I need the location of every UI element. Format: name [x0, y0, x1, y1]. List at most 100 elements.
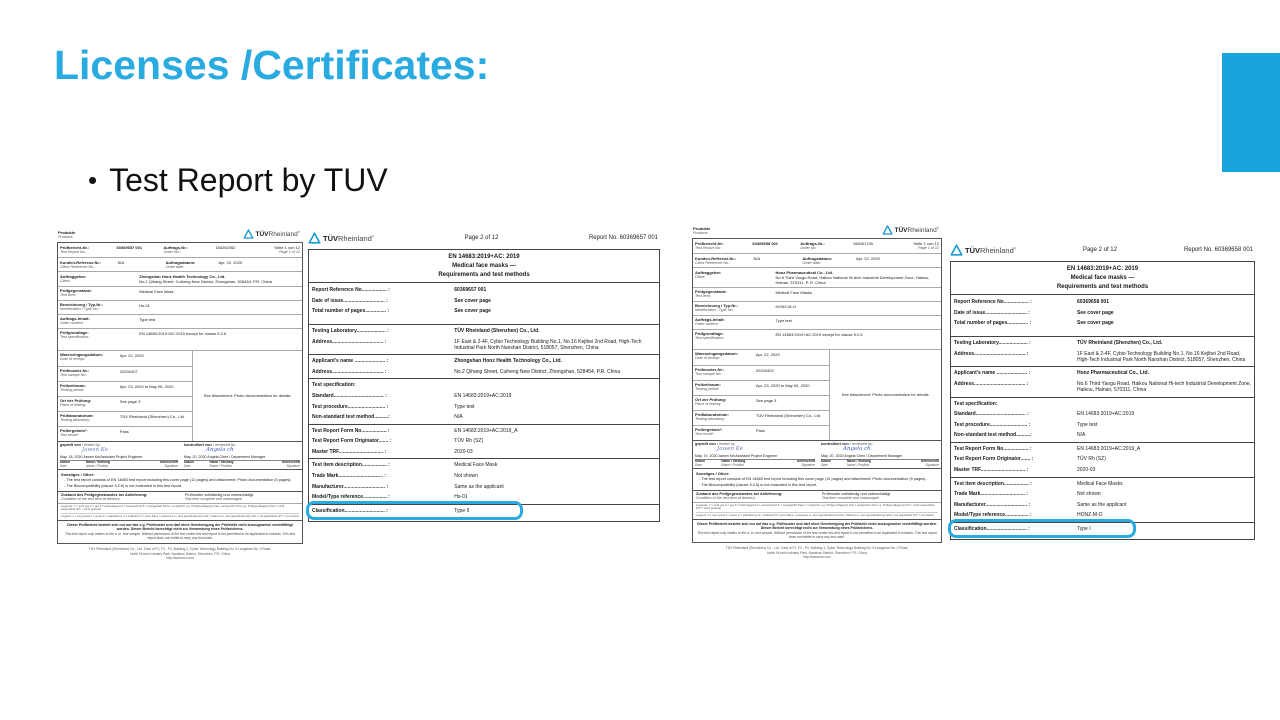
row-form-originator: Test Report Form Originator....... : TÜV …: [954, 456, 1106, 463]
order-content-value: Type test: [775, 317, 792, 323]
order-no-value: 168262052: [215, 244, 236, 250]
page-title: Licenses /Certificates:: [54, 42, 490, 88]
row-order-content: Auftrags-Inhalt: Order content: Type test: [693, 314, 941, 329]
client-value: Zhongshan Honz Health Technology Co., Lt…: [139, 274, 272, 284]
lab-value: TÜV Rheinland (Shenzhen) Co., Ltd.: [755, 412, 822, 418]
row-classification: Classification..........................…: [306, 500, 659, 520]
cover-header: Produkte Products TÜVRheinland®: [57, 228, 303, 242]
row-applicant-address: Address.................................…: [312, 368, 621, 375]
row-master-trf: Master TRF..............................…: [954, 467, 1096, 474]
row-report-order: Prüfbericht-Nr.: Test Report No.: 6036965…: [693, 239, 941, 253]
row-form-no: Test Report Form No.................. :E…: [951, 441, 1254, 454]
other-section: Sonstiges / Other: - The test report con…: [693, 468, 941, 489]
condition-value: Prüfmuster vollständig und unbeschädigt T…: [821, 492, 891, 501]
test-spec-value: EN 14683:2019+AC:2019 except for clause …: [775, 331, 863, 337]
footer-line-2: North Hi-tech Industry Park, Nanshan Dis…: [130, 551, 230, 556]
footer-line-2: North Hi-tech Industry Park, Nanshan Dis…: [767, 550, 867, 555]
tested-by-caption: geprüft von / tested by:: [695, 441, 736, 446]
row-form-no: Test Report Form No.................. :E…: [309, 423, 659, 436]
legend-section: Legende: 1 = sehr gut 2 = gut 3 = befrie…: [693, 501, 941, 519]
order-content-label: Auftrags-Inhalt: Order content:: [695, 317, 725, 326]
reviewed-by-signature: Angela ch: [206, 446, 234, 453]
tuv-triangle-icon: [308, 232, 321, 244]
row-date-of-issue: Date of issue...........................…: [954, 309, 1114, 316]
result-value: Pass: [755, 427, 765, 433]
bullet-item: • Test Report by TUV: [88, 162, 388, 199]
row-classification: Classification..........................…: [948, 518, 1254, 538]
order-content-label: Auftrags-Inhalt: Order content:: [60, 316, 90, 325]
row-report-reference: Report Reference No.................. :6…: [312, 287, 487, 294]
row-clientref-date: Kunden-Referenz-Nr.: Client Reference No.…: [693, 253, 941, 267]
test-spec-label: Prüfgrundlage: Test specification:: [695, 331, 725, 340]
row-receipt: Wareneingangsdatum: Date of receipt: Apr.…: [693, 350, 829, 365]
reviewed-by-caption: kontrolliert von / reviewed by:: [184, 442, 237, 447]
condition-section: Zustand des Prüfgegenstandes bei Anliefe…: [693, 489, 941, 502]
tuv-cover-report-2: Produkte Products TÜVRheinland® Prüfberi…: [692, 224, 942, 560]
row-master-trf: Master TRF..............................…: [312, 448, 473, 455]
reviewed-by-caption: kontrolliert von / reviewed by:: [821, 441, 874, 446]
footer-line-3: http://www.tuv.com: [803, 555, 831, 560]
result-label: Prüfergebnis*: Test result*:: [60, 428, 88, 437]
row-place: Ort der Prüfung: Place of testing: See pa…: [693, 394, 830, 410]
condition-section: Zustand des Prüfgegenstandes bei Anliefe…: [58, 490, 302, 503]
test-item-label: Prüfgegenstand: Test item:: [695, 289, 727, 298]
reviewed-by-line: May. 20, 2020 Angela Chen / Department M…: [821, 454, 939, 460]
spacer: [309, 317, 659, 323]
standard-title: EN 14683:2019+AC: 2019 Medical face mask…: [309, 250, 659, 283]
row-testing-laboratory: Testing Laboratory..................... …: [951, 335, 1254, 348]
tuv-triangle-icon: [882, 225, 892, 235]
tested-by-block: geprüft von / tested by: Jawen Ke May. 1…: [693, 441, 817, 469]
tested-by-columns: Datum Date Name / Stellung Name / Position…: [695, 459, 815, 467]
disclaimer-de: Dieser Prüfbericht bezieht sich nur auf …: [67, 522, 293, 532]
report-number: Report No. 60369658 001: [1183, 247, 1253, 253]
client-ref-label: Kunden-Referenz-Nr.: Client Reference No.…: [60, 259, 102, 269]
row-model-type: Model/Type reference................. :H…: [954, 512, 1103, 519]
row-client: Auftraggeber: Client: Honz Pharmaceutical…: [693, 267, 941, 287]
tested-by-line: May. 18, 2020 Jawen Ke/Assistant Project…: [60, 455, 178, 461]
row-receipt: Wareneingangsdatum: Date of receipt: Apr.…: [58, 351, 192, 366]
order-date-label: Auftragsdatum: Order date:: [165, 259, 196, 269]
lab-value: TÜV Rheinland (Shenzhen) Co., Ltd.: [119, 413, 186, 419]
cover-header: Produkte Products TÜVRheinland®: [692, 224, 942, 238]
row-trade-mark: Trade Mark..............................…: [312, 472, 478, 479]
tested-by-columns: Datum Date Name / Stellung Name / Position…: [60, 460, 178, 468]
row-report-order: Prüfbericht-Nr.: Test Report No.: 6036965…: [58, 243, 302, 257]
title-line-2: Medical face masks —: [452, 263, 516, 269]
client-ref-value: N/A: [117, 259, 125, 265]
tested-by-caption: geprüft von / tested by:: [60, 442, 101, 447]
sample-label: Prüfmuster-Nr.: Test sample No.:: [60, 368, 90, 377]
row-lab-address: Address.................................…: [312, 338, 642, 351]
tuv-rheinland-logo: TÜVRheinland®: [243, 229, 300, 239]
order-date-label: Auftragsdatum: Order date:: [802, 255, 833, 265]
page2-table: EN 14683:2019+AC: 2019 Medical face mask…: [948, 261, 1255, 541]
spacer: [951, 329, 1254, 335]
order-content-value: Type test: [139, 316, 156, 322]
page-indicator: Seite 1 von 12 Page 1 of 12: [913, 240, 939, 250]
row-identification: Bezeichnung / Typ-Nr.: Identification / T…: [58, 299, 302, 314]
row-sample: Prüfmuster-Nr.: Test sample No.: 20200402: [693, 364, 830, 380]
tuv-page2-report-1: TÜVRheinland® Page 2 of 12 Report No. 60…: [306, 232, 660, 522]
page2-header: TÜVRheinland® Page 2 of 12 Report No. 60…: [308, 232, 660, 249]
identification-label: Bezeichnung / Typ-Nr.: Identification / T…: [695, 303, 739, 312]
test-spec-value: EN 14683:2019+AC:2019 except for clause …: [139, 330, 227, 336]
report-no-label: Prüfbericht-Nr.: Test Report No.:: [695, 240, 725, 250]
order-date-value: Apr. 22, 2020: [856, 255, 880, 261]
cover-footer: TÜV Rheinland (Shenzhen) Co., Ltd., East…: [692, 543, 942, 559]
footer-line-1: TÜV Rheinland (Shenzhen) Co., Ltd., East…: [88, 547, 272, 552]
period-label: Prüfzeitraum: Testing period:: [695, 382, 721, 391]
row-applicant-name: Applicant's name ...................... …: [309, 354, 659, 366]
test-item-value: Medical Face Masks: [775, 289, 812, 295]
bullet-marker: •: [88, 165, 98, 195]
row-manufacturer: Manufacturer............................…: [312, 483, 504, 490]
products-label: Products: [693, 231, 708, 235]
row-test-procedure: Test procedure..........................…: [312, 403, 475, 410]
legend-en: Legend: 1 = very good 2 = good 3 = satis…: [696, 511, 938, 518]
report-no-label: Prüfbericht-Nr.: Test Report No.:: [60, 244, 90, 254]
tuv-logo-text: TÜVRheinland®: [894, 225, 940, 235]
row-applicant-name: Applicant's name ...................... …: [951, 366, 1254, 378]
tuv-triangle-icon: [243, 229, 253, 239]
report-number: Report No. 60369657 001: [588, 235, 658, 241]
tuv-triangle-icon: [950, 244, 963, 256]
place-value: See page 3: [755, 397, 777, 403]
reviewed-by-columns: Datum Date Name / Stellung Name / Position…: [184, 460, 300, 468]
